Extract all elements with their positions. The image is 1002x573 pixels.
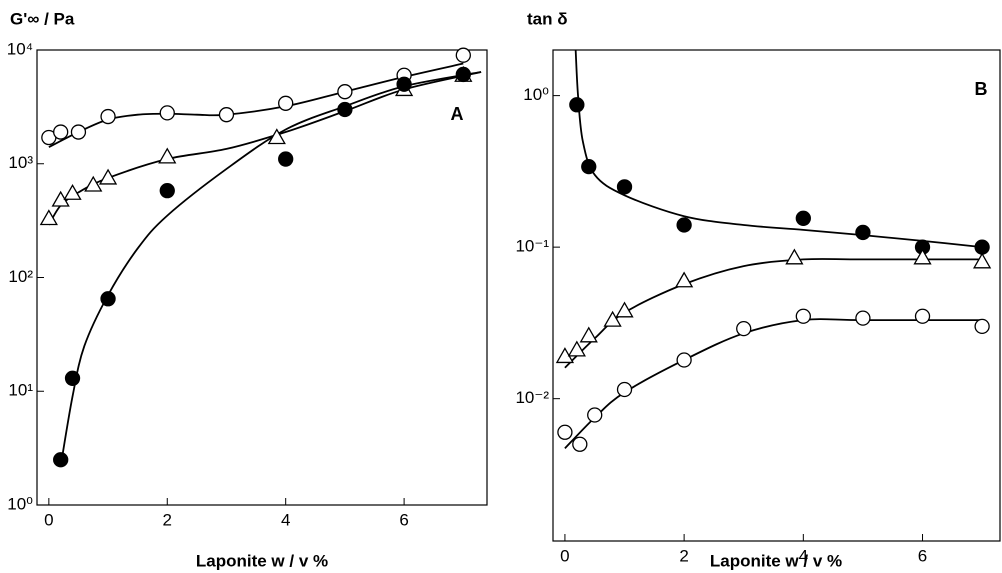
circle-point	[557, 424, 573, 440]
circle-point	[278, 95, 294, 111]
panel-label: A	[451, 104, 464, 124]
circle-point	[616, 179, 633, 195]
x-tick-label: 2	[679, 546, 688, 565]
x-tick-label: 4	[799, 546, 808, 565]
y-tick-label: 10⁰	[7, 494, 33, 513]
fit-curve	[48, 62, 464, 148]
y-tick-label: 10²	[8, 267, 33, 286]
x-axis-title: Laponite w / v %	[710, 551, 842, 570]
triangle-point	[579, 326, 598, 343]
x-axis-title: Laponite w / v %	[196, 551, 328, 570]
circle-point	[337, 84, 353, 100]
circle-point	[914, 308, 931, 324]
circle-point	[337, 101, 353, 118]
triangle-point	[39, 209, 58, 226]
circle-point	[676, 217, 692, 233]
triangle-point	[63, 183, 82, 200]
circle-point	[676, 352, 692, 368]
fit-curve	[59, 71, 482, 467]
triangle-point	[84, 175, 103, 192]
x-tick-label: 0	[44, 510, 53, 529]
circle-point	[159, 105, 175, 121]
circle-point	[974, 239, 990, 255]
fit-curve	[574, 50, 983, 249]
circle-point	[795, 308, 811, 324]
y-axis-title: G'∞ / Pa	[10, 9, 75, 28]
y-tick-label: 10⁴	[7, 39, 33, 58]
circle-point	[974, 318, 990, 335]
circle-point	[736, 320, 752, 337]
panel-label: B	[975, 79, 988, 99]
triangle-point	[98, 168, 118, 185]
circle-point	[100, 291, 116, 307]
y-tick-label: 10³	[8, 153, 33, 172]
circle-point	[587, 407, 603, 423]
y-tick-label: 10⁻¹	[515, 237, 549, 256]
x-tick-label: 2	[163, 510, 172, 529]
triangle-point	[603, 310, 622, 327]
circle-point	[53, 452, 69, 468]
fit-curve	[564, 258, 983, 369]
x-tick-label: 6	[918, 546, 927, 565]
triangle-point	[972, 252, 992, 269]
circle-point	[100, 108, 116, 125]
triangle-point	[158, 147, 177, 164]
circle-point	[396, 76, 412, 92]
circle-point	[455, 47, 471, 63]
circle-point	[616, 381, 633, 398]
y-tick-label: 10⁻²	[515, 388, 549, 407]
triangle-point	[913, 248, 932, 265]
triangle-point	[267, 128, 286, 145]
triangle-point	[785, 248, 804, 265]
y-axis-title: tan δ	[527, 9, 568, 28]
triangle-point	[674, 271, 694, 288]
triangle-point	[567, 340, 586, 357]
plot-frame	[552, 49, 1001, 542]
circle-point	[64, 370, 81, 386]
x-tick-label: 0	[560, 546, 569, 565]
triangle-point	[615, 301, 634, 318]
circle-point	[455, 66, 471, 83]
circle-point	[569, 97, 585, 113]
circle-point	[855, 224, 871, 241]
y-tick-label: 10¹	[8, 381, 33, 400]
x-tick-label: 4	[281, 510, 290, 529]
circle-point	[70, 124, 87, 140]
circle-point	[53, 124, 69, 140]
circle-point	[218, 107, 235, 123]
circle-point	[159, 183, 175, 199]
y-tick-label: 10⁰	[523, 85, 549, 104]
x-tick-label: 6	[399, 510, 408, 529]
circle-point	[795, 210, 811, 226]
circle-point	[581, 158, 597, 175]
circle-point	[572, 436, 588, 452]
circle-point	[278, 151, 294, 167]
circle-point	[855, 310, 871, 326]
